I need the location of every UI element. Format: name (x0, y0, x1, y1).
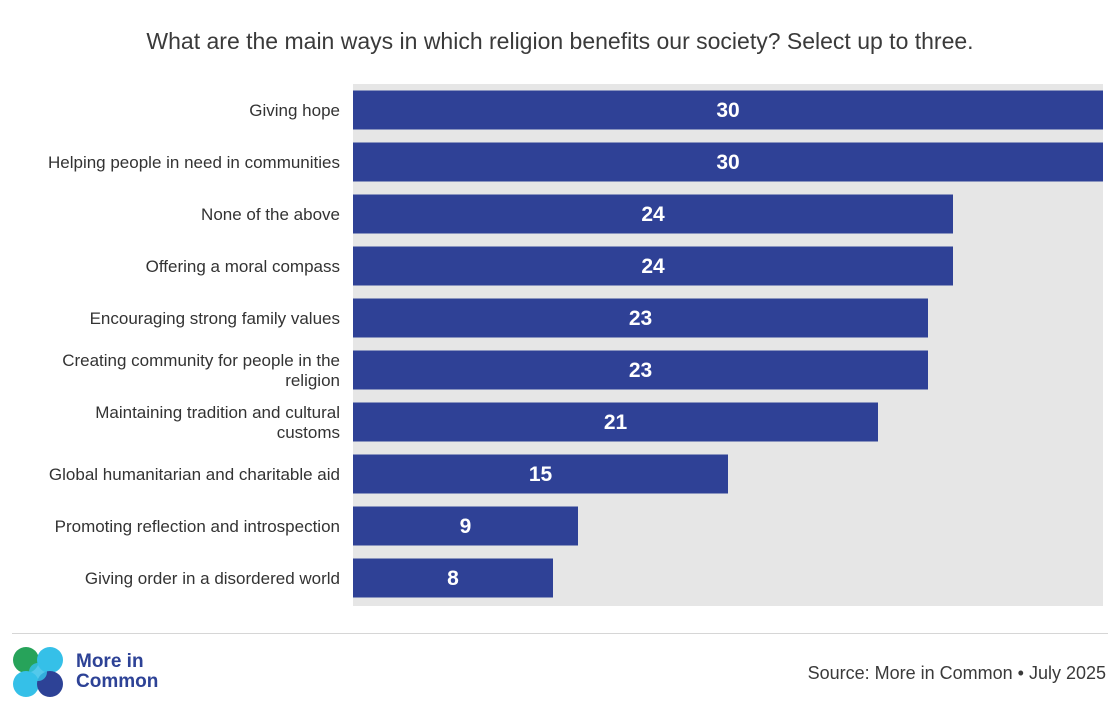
bar-chart: 30 Giving hope 30 Helping people in need in… (48, 84, 1103, 606)
bar-value-label: 24 (641, 255, 665, 278)
category-label: Helping people in need in communities (48, 153, 340, 172)
chart-title: What are the main ways in which religion… (146, 28, 974, 54)
bar (353, 402, 878, 442)
bars-layer: 30 Giving hope 30 Helping people in need in… (48, 90, 1103, 598)
category-label: customs (277, 423, 340, 442)
footer-divider (12, 633, 1108, 634)
category-label: Offering a moral compass (146, 257, 340, 276)
bar-value-label: 24 (641, 203, 665, 226)
bar (353, 246, 953, 286)
bar-value-label: 21 (604, 411, 628, 434)
bar (353, 506, 578, 546)
bar-value-label: 23 (629, 359, 652, 382)
bar (353, 90, 1103, 130)
bar (353, 298, 928, 338)
logo-wordmark: More in Common (76, 652, 158, 692)
bar (353, 350, 928, 390)
logo-mark-icon (13, 647, 63, 697)
more-in-common-logo: More in Common (12, 646, 158, 698)
bar (353, 142, 1103, 182)
bar-value-label: 30 (716, 151, 739, 174)
bar-value-label: 9 (460, 515, 472, 538)
category-label: Global humanitarian and charitable aid (49, 465, 340, 484)
category-label: religion (285, 371, 340, 390)
category-label: Giving order in a disordered world (85, 569, 340, 588)
source-note: Source: More in Common • July 2025 (807, 663, 1106, 683)
bar-value-label: 23 (629, 307, 652, 330)
bar-value-label: 8 (447, 567, 459, 590)
category-label: Maintaining tradition and cultural (95, 403, 340, 422)
category-label: Encouraging strong family values (90, 309, 340, 328)
category-label: None of the above (201, 205, 340, 224)
bar-value-label: 15 (529, 463, 553, 486)
category-label: Creating community for people in the (62, 351, 340, 370)
bar-value-label: 30 (716, 99, 739, 122)
category-label: Promoting reflection and introspection (55, 517, 340, 536)
logo-line-2: Common (76, 671, 159, 692)
category-label: Giving hope (249, 101, 340, 120)
bar (353, 454, 728, 494)
logo-line-1: More in (76, 651, 144, 672)
bar (353, 194, 953, 234)
bar (353, 558, 553, 598)
